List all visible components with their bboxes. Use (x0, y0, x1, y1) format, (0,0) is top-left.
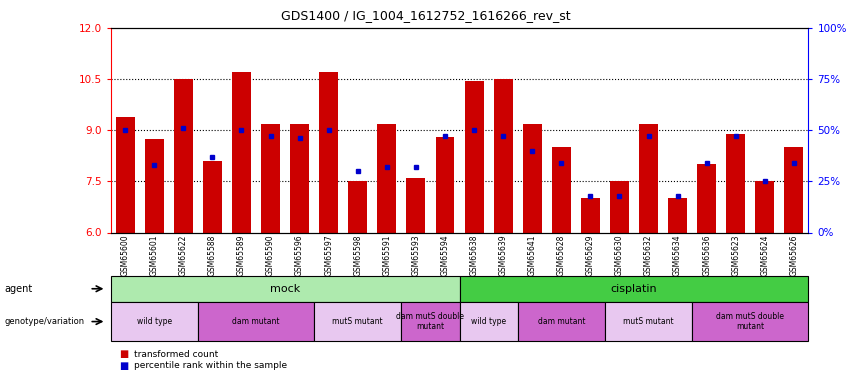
Text: dam mutant: dam mutant (232, 317, 280, 326)
Bar (145, 139, 163, 232)
Text: GSM65638: GSM65638 (470, 235, 478, 276)
Text: GSM65636: GSM65636 (702, 235, 711, 276)
Bar (465, 81, 483, 232)
Bar (348, 182, 368, 232)
Bar (610, 182, 629, 232)
Text: GSM65626: GSM65626 (790, 235, 798, 276)
Bar (523, 123, 542, 232)
Text: GSM65597: GSM65597 (324, 235, 334, 276)
Text: genotype/variation: genotype/variation (4, 317, 84, 326)
Bar (377, 123, 397, 232)
Text: GSM65622: GSM65622 (179, 235, 188, 276)
Text: GSM65594: GSM65594 (441, 235, 449, 276)
Text: ■: ■ (119, 361, 129, 371)
Text: GSM65623: GSM65623 (731, 235, 740, 276)
Text: mock: mock (270, 284, 300, 294)
Text: GSM65590: GSM65590 (266, 235, 275, 276)
Text: percentile rank within the sample: percentile rank within the sample (134, 362, 288, 370)
Bar (697, 164, 717, 232)
Bar (494, 79, 512, 232)
Text: dam mutS double
mutant: dam mutS double mutant (717, 312, 785, 331)
Bar (756, 182, 774, 232)
Bar (261, 123, 280, 232)
Text: GSM65596: GSM65596 (295, 235, 304, 276)
Bar (639, 123, 658, 232)
Text: GSM65628: GSM65628 (557, 235, 566, 276)
Bar (203, 161, 222, 232)
Text: agent: agent (4, 284, 32, 294)
Text: mutS mutant: mutS mutant (333, 317, 383, 326)
Text: GSM65634: GSM65634 (673, 235, 683, 276)
Text: GSM65630: GSM65630 (615, 235, 624, 276)
Text: GSM65632: GSM65632 (644, 235, 653, 276)
Text: mutS mutant: mutS mutant (623, 317, 674, 326)
Bar (668, 198, 687, 232)
Bar (581, 198, 600, 232)
Bar (436, 137, 454, 232)
Text: GSM65639: GSM65639 (499, 235, 508, 276)
Text: GSM65624: GSM65624 (760, 235, 769, 276)
Text: GSM65589: GSM65589 (237, 235, 246, 276)
Text: GSM65601: GSM65601 (150, 235, 159, 276)
Bar (290, 123, 309, 232)
Text: dam mutant: dam mutant (538, 317, 585, 326)
Bar (319, 72, 338, 232)
Text: wild type: wild type (471, 317, 506, 326)
Text: GSM65588: GSM65588 (208, 235, 217, 276)
Bar (785, 147, 803, 232)
Bar (174, 79, 193, 232)
Text: GSM65641: GSM65641 (528, 235, 537, 276)
Bar (232, 72, 251, 232)
Text: GSM65629: GSM65629 (585, 235, 595, 276)
Text: GDS1400 / IG_1004_1612752_1616266_rev_st: GDS1400 / IG_1004_1612752_1616266_rev_st (281, 9, 570, 22)
Bar (407, 178, 426, 232)
Text: transformed count: transformed count (134, 350, 219, 358)
Text: GSM65591: GSM65591 (382, 235, 391, 276)
Bar (551, 147, 571, 232)
Text: ■: ■ (119, 349, 129, 359)
Bar (726, 134, 745, 232)
Text: GSM65600: GSM65600 (121, 235, 129, 276)
Text: wild type: wild type (137, 317, 172, 326)
Text: GSM65598: GSM65598 (353, 235, 363, 276)
Text: GSM65593: GSM65593 (411, 235, 420, 276)
Text: dam mutS double
mutant: dam mutS double mutant (397, 312, 465, 331)
Text: cisplatin: cisplatin (611, 284, 657, 294)
Bar (116, 117, 134, 232)
